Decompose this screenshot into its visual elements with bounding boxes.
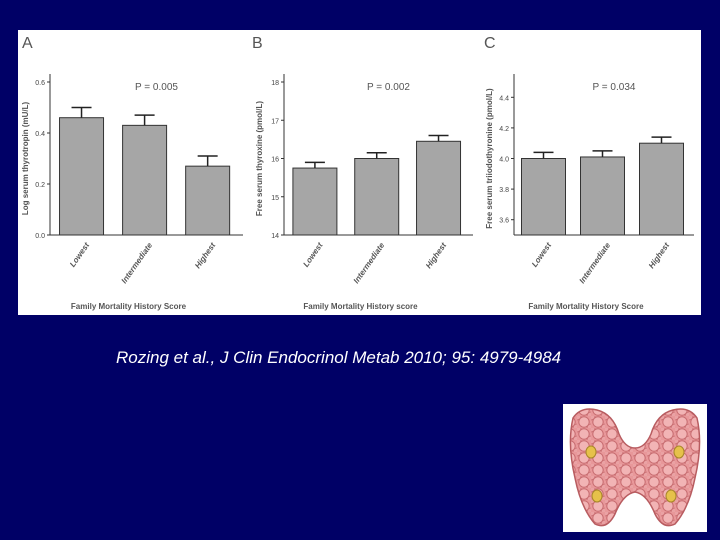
parathyroid-gland [591,489,603,503]
y-tick-label: 0.0 [35,233,45,240]
chart-figure: A 0.0 0.2 0.4 0.6 Log serum thyrotropin (mU/L… [21,35,694,311]
thyroid-lobes [569,408,701,527]
x-axis-label: Family Mortality History score [303,302,418,311]
category-label: Highest [424,241,448,270]
bar-intermediate [122,124,168,236]
category-label: Intermediate [120,241,155,286]
y-tick-label: 3.6 [499,218,509,225]
p-value-annotation: P = 0.002 [367,82,410,93]
y-axis-label: Free serum triiodothyronine (pmol/L) [485,88,494,229]
category-label: Intermediate [352,241,387,286]
y-tick-label: 3.8 [499,187,509,194]
category-label: Highest [647,241,671,270]
y-tick-label: 0.4 [35,131,45,138]
y-tick-label: 0.6 [35,80,45,87]
thyroid-illustration [563,404,707,532]
panel-letter: A [22,35,33,52]
y-tick-label: 4.0 [499,157,509,164]
parathyroid-gland [665,489,677,503]
category-label: Lowest [68,241,91,269]
panel-letter: C [484,35,496,52]
category-label: Lowest [301,241,324,269]
bar-intermediate [580,156,625,236]
y-tick-label: 15 [271,195,279,202]
parathyroid-gland [673,445,685,459]
y-tick-label: 0.2 [35,182,45,189]
bar-highest [185,165,231,236]
bar-lowest [59,117,105,236]
x-axis-label: Family Mortality History Score [71,302,187,311]
y-axis-label: Log serum thyrotropin (mU/L) [21,102,30,216]
y-tick-label: 16 [271,157,279,164]
p-value-annotation: P = 0.034 [593,82,636,93]
y-tick-label: 4.2 [499,126,509,133]
category-label: Highest [193,241,217,270]
bar-lowest [292,167,338,236]
bar-lowest [521,158,566,236]
bar-highest [639,142,684,236]
y-tick-label: 4.4 [499,95,509,102]
category-label: Intermediate [577,241,612,286]
y-tick-label: 17 [271,118,279,125]
thyroid-gland-image [569,408,701,527]
panel-letter: B [252,35,263,52]
x-axis-label: Family Mortality History Score [528,302,644,311]
citation: Rozing et al., J Clin Endocrinol Metab 2… [116,348,562,367]
y-axis-label: Free serum thyroxine (pmol/L) [255,101,264,216]
p-value-annotation: P = 0.005 [135,82,178,93]
bar-intermediate [354,158,400,236]
figure-panel: A 0.0 0.2 0.4 0.6 Log serum thyrotropin (mU/L… [18,30,701,315]
bar-highest [416,140,462,236]
category-label: Lowest [530,241,553,269]
y-tick-label: 18 [271,80,279,87]
parathyroid-gland [585,445,597,459]
y-tick-label: 14 [271,233,279,240]
